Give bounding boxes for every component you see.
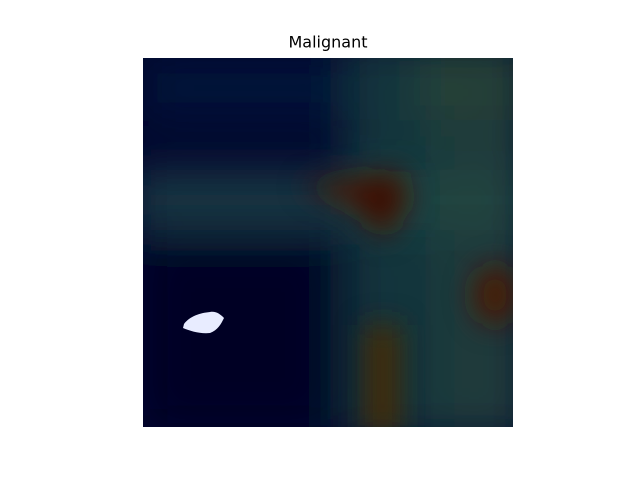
heatmap-image [143,58,513,427]
title: Malignant [288,33,367,52]
